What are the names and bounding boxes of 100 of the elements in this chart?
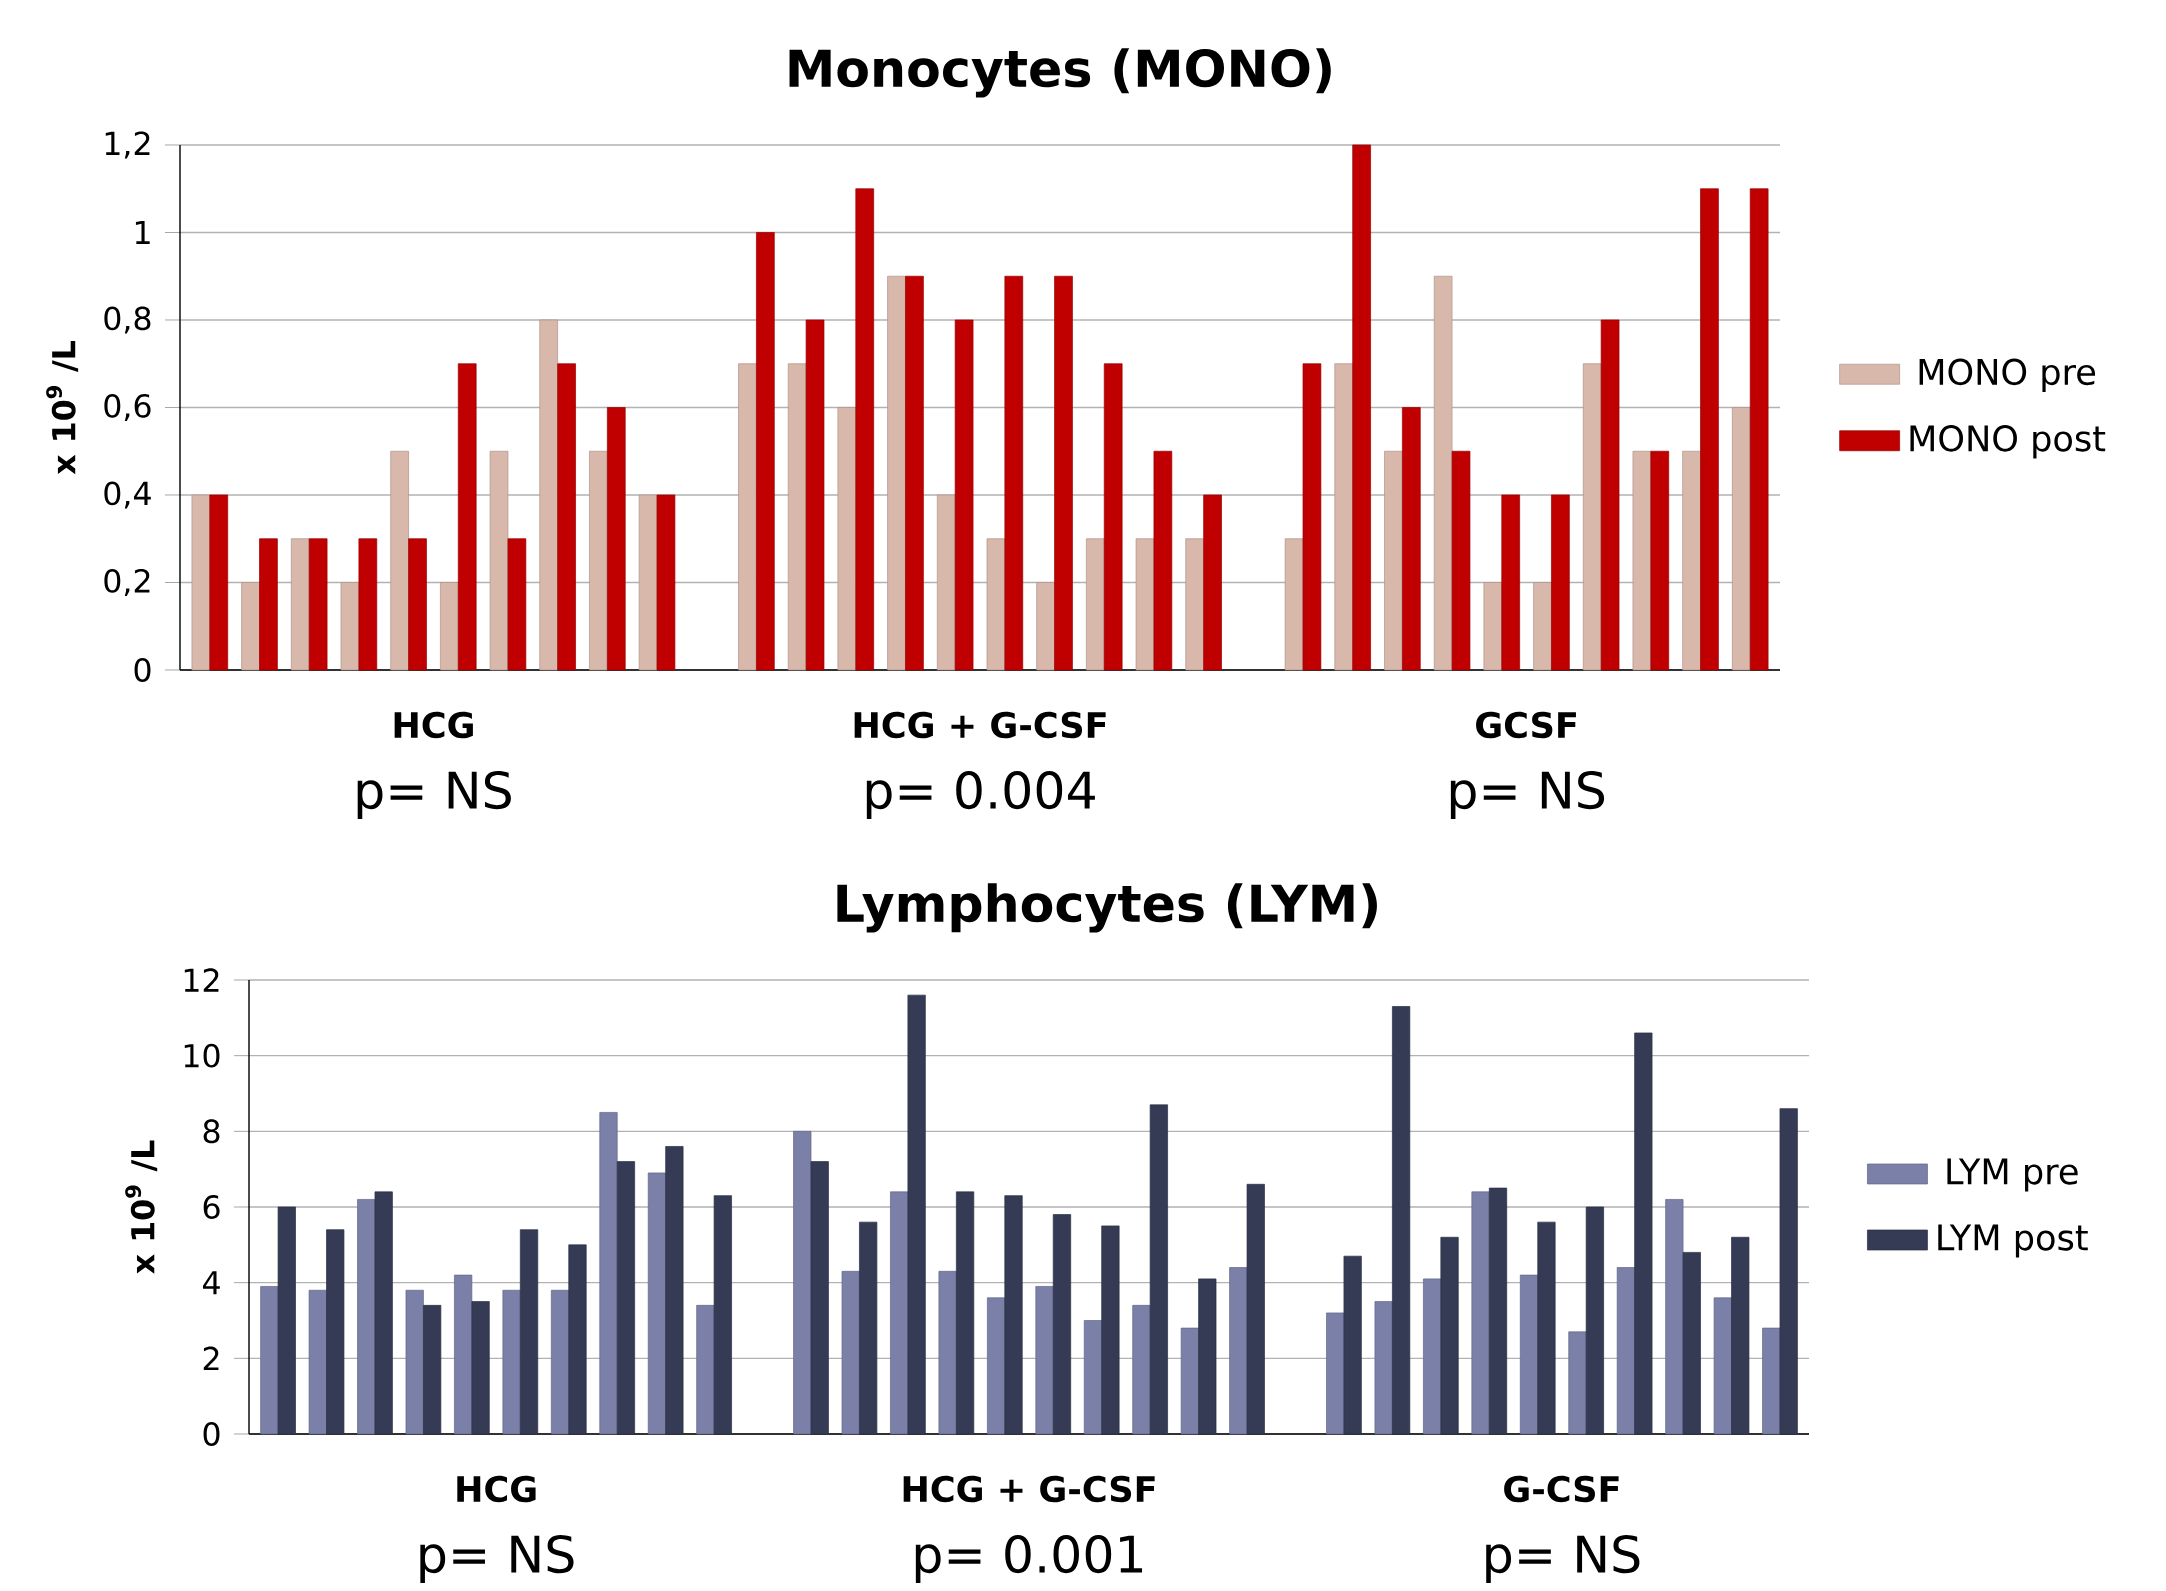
- text: HCG + G-CSF: [854, 711, 1106, 739]
- bar: [1440, 1236, 1459, 1435]
- chart-title: Lymphocytes (LYM): [837, 883, 1377, 933]
- bar: [374, 1191, 393, 1435]
- y-tick-label: 0: [134, 658, 151, 682]
- bar: [502, 1289, 521, 1435]
- y-tick-label: 10: [184, 1043, 220, 1068]
- y-tick-label: 4: [203, 1271, 220, 1295]
- bar: [905, 275, 924, 671]
- text: p= NS: [357, 770, 511, 820]
- bar: [738, 363, 757, 671]
- bar: [1568, 1331, 1587, 1435]
- bar: [440, 582, 459, 671]
- bar: [855, 188, 875, 671]
- text: HCG: [394, 711, 473, 739]
- y-tick-label: 0,4: [104, 481, 151, 509]
- bar: [1700, 188, 1719, 671]
- bar: [1054, 275, 1073, 671]
- y-tick-label: 12: [184, 968, 219, 992]
- bar: [550, 1289, 570, 1435]
- bar: [987, 1297, 1006, 1435]
- bar: [519, 1229, 539, 1435]
- bar: [1582, 363, 1602, 671]
- bar: [209, 494, 229, 671]
- y-tick-label: 6: [203, 1195, 220, 1219]
- bar: [1185, 538, 1204, 671]
- bar: [1650, 450, 1670, 671]
- bar: [1149, 1104, 1168, 1435]
- bar: [1423, 1278, 1442, 1435]
- bar: [1585, 1206, 1604, 1435]
- legend-label: LYM pre: [1947, 1158, 2078, 1192]
- bar: [1762, 1327, 1781, 1435]
- legend-label: MONO pre: [1919, 358, 2096, 392]
- bar: [1198, 1278, 1217, 1435]
- bar: [1135, 538, 1155, 671]
- bar: [568, 1244, 587, 1435]
- text: G-CSF: [1504, 1475, 1619, 1503]
- text: HCG: [457, 1475, 536, 1503]
- bar: [938, 1270, 957, 1435]
- text: p= 0.004: [866, 770, 1095, 820]
- bar: [471, 1301, 490, 1435]
- y-tick-label: 2: [203, 1346, 219, 1371]
- bar: [1519, 1274, 1539, 1435]
- bar: [1632, 450, 1652, 671]
- chart-title: Monocytes (MONO): [789, 48, 1331, 98]
- bar: [290, 538, 310, 671]
- bar: [308, 538, 328, 671]
- bar: [1103, 363, 1123, 671]
- text: p= NS: [1450, 770, 1605, 820]
- bar: [308, 1289, 327, 1435]
- bar: [606, 407, 626, 671]
- bar: [656, 494, 676, 671]
- bar: [1374, 1301, 1393, 1435]
- bar: [1036, 582, 1055, 671]
- bar: [859, 1221, 878, 1435]
- bar: [1352, 144, 1371, 671]
- y-tick-label: 0,8: [104, 306, 151, 334]
- bar: [841, 1270, 860, 1435]
- bar: [1052, 1214, 1072, 1435]
- legend-label: MONO post: [1910, 425, 2106, 459]
- bar: [837, 407, 857, 671]
- bar: [326, 1229, 345, 1435]
- y-tick-label: 1: [135, 220, 150, 245]
- bar: [489, 450, 509, 671]
- bar: [191, 494, 211, 671]
- bar: [1537, 1221, 1556, 1435]
- bar: [1451, 450, 1471, 671]
- y-tick-label: 8: [203, 1119, 220, 1144]
- bar: [1731, 1236, 1750, 1435]
- bar: [1682, 450, 1701, 671]
- bar: [647, 1172, 667, 1435]
- y-tick-label: 0,2: [104, 568, 150, 597]
- bar: [954, 319, 974, 671]
- bar: [454, 1274, 473, 1435]
- bar: [1682, 1252, 1701, 1435]
- bar: [340, 582, 360, 671]
- bar: [1326, 1312, 1345, 1435]
- bar: [1101, 1225, 1120, 1435]
- bar: [1634, 1032, 1653, 1435]
- bar: [907, 994, 926, 1435]
- legend-label: LYM post: [1938, 1224, 2088, 1258]
- text: p= NS: [420, 1534, 574, 1584]
- bar: [408, 538, 427, 671]
- bar: [1533, 582, 1552, 671]
- bar: [1004, 275, 1024, 671]
- bar: [390, 450, 409, 671]
- bar: [1779, 1108, 1798, 1435]
- bar: [557, 363, 576, 671]
- bar: [1246, 1183, 1265, 1435]
- bar: [1501, 494, 1520, 671]
- bar: [1731, 407, 1751, 671]
- bar: [358, 538, 378, 671]
- bar: [787, 363, 807, 671]
- bar: [405, 1289, 424, 1435]
- bar: [457, 363, 477, 671]
- bar: [241, 582, 260, 671]
- bar: [1471, 1191, 1490, 1435]
- bar: [1203, 494, 1222, 671]
- bar: [599, 1112, 618, 1435]
- y-tick-label: 1,2: [105, 131, 150, 159]
